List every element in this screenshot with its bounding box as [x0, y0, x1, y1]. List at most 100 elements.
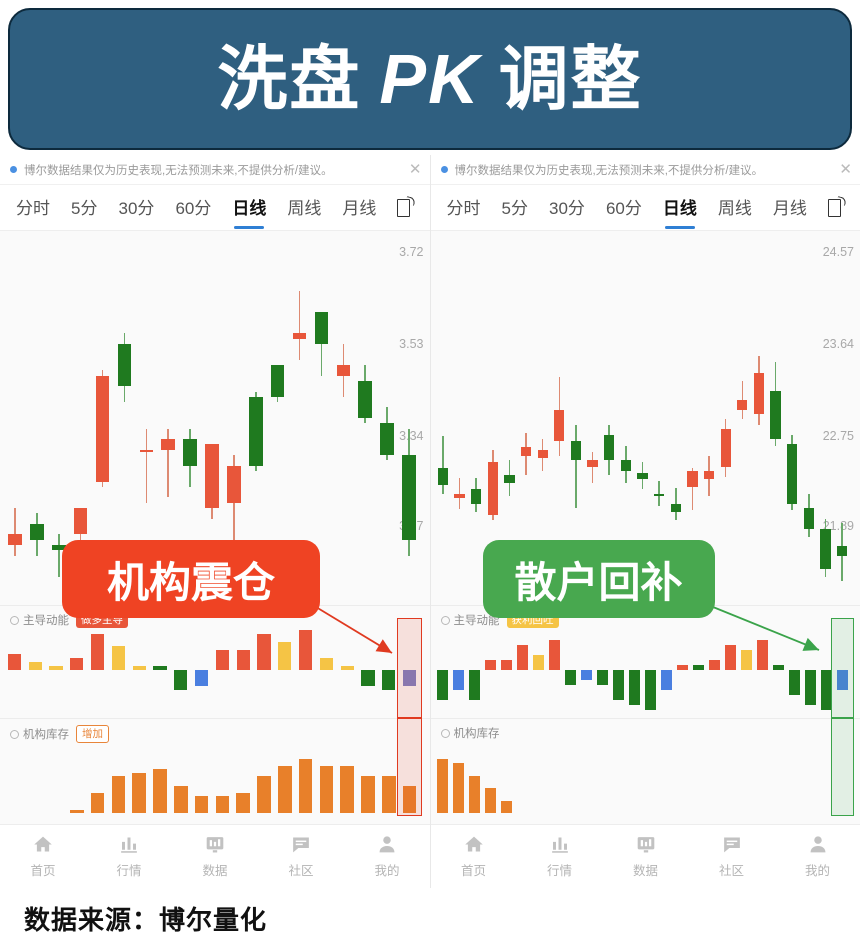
candle-body: [314, 312, 329, 344]
inventory-bar: [153, 769, 167, 813]
momentum-bar: [805, 670, 816, 705]
inventory-bar: [111, 775, 126, 813]
last-column-highlight: [831, 718, 854, 816]
candle-wick: [320, 312, 323, 376]
nav-label-data: 数据: [632, 864, 658, 878]
candle-body: [205, 444, 219, 508]
tab-daily[interactable]: 日线: [663, 194, 697, 222]
inventory-label: 机构库存: [453, 728, 500, 740]
momentum-bar: [485, 660, 496, 670]
bottom-nav-right: 首页 行情 数据 社区 我的: [430, 824, 860, 888]
candle-body: [570, 441, 582, 461]
momentum-bar: [517, 645, 528, 670]
candle-body: [183, 439, 197, 466]
price-axis-label: 23.64: [822, 337, 854, 351]
inventory-bar: [319, 765, 334, 813]
momentum-bar: [661, 670, 672, 690]
notice-dot-icon: [440, 166, 448, 173]
nav-item-data[interactable]: 数据: [172, 834, 258, 879]
candle-body: [336, 365, 351, 376]
nav-item-home[interactable]: 首页: [431, 834, 517, 879]
momentum-bar: [70, 658, 84, 670]
candle-body: [620, 460, 631, 471]
gear-icon[interactable]: [10, 729, 19, 739]
nav-item-quotes[interactable]: 行情: [517, 834, 603, 879]
tab-5min[interactable]: 5分: [501, 198, 528, 218]
inventory-indicator-right[interactable]: 机构库存: [430, 718, 860, 819]
fullscreen-icon[interactable]: [397, 197, 415, 219]
inventory-indicator-left[interactable]: 机构库存 增加: [0, 718, 430, 819]
tab-weekly[interactable]: 周线: [287, 198, 322, 218]
tab-30min[interactable]: 30分: [549, 198, 585, 218]
candle-body: [537, 449, 548, 459]
person-icon: [807, 834, 829, 855]
tab-weekly[interactable]: 周线: [717, 198, 752, 218]
momentum-label: 主导动能: [453, 615, 500, 628]
momentum-bar: [257, 634, 271, 670]
candle-body: [720, 428, 731, 467]
close-icon[interactable]: ✕: [839, 161, 852, 178]
monitor-chart-icon: [204, 834, 226, 855]
disclaimer-bar-left: 博尔数据结果仅为历史表现,无法预测未来,不提供分析/建议。 ✕: [0, 155, 430, 185]
momentum-indicator-left[interactable]: 主导动能 做多主导: [0, 605, 430, 718]
nav-item-community[interactable]: 社区: [258, 834, 344, 879]
candle-body: [161, 439, 175, 450]
candle-wick: [167, 428, 169, 498]
momentum-bar: [28, 662, 42, 670]
nav-item-home[interactable]: 首页: [0, 834, 86, 879]
candle-body: [803, 508, 815, 530]
nav-item-mine[interactable]: 我的: [775, 834, 860, 879]
candle-body: [95, 375, 110, 482]
tab-monthly[interactable]: 月线: [342, 198, 377, 218]
nav-label-quotes: 行情: [116, 864, 142, 878]
banner-pk-word: PK: [379, 40, 481, 118]
inventory-bar: [236, 792, 251, 813]
comparison-panels: 博尔数据结果仅为历史表现,无法预测未来,不提供分析/建议。 ✕ 分时 5分 30…: [0, 155, 860, 888]
momentum-indicator-right[interactable]: 主导动能 获利回吐: [430, 605, 860, 718]
nav-item-mine[interactable]: 我的: [344, 834, 430, 879]
momentum-bar: [725, 645, 736, 670]
tab-monthly[interactable]: 月线: [772, 198, 807, 218]
candle-body: [402, 455, 416, 540]
inventory-bar: [361, 775, 375, 813]
tab-fenshi[interactable]: 分时: [16, 198, 50, 218]
candle-wick: [691, 467, 694, 511]
right-phone-panel: 博尔数据结果仅为历史表现,无法预测未来,不提供分析/建议。 ✕ 分时 5分 30…: [430, 155, 860, 888]
tab-30min[interactable]: 30分: [118, 198, 155, 218]
gear-icon[interactable]: [10, 615, 19, 625]
gear-icon[interactable]: [440, 728, 450, 738]
tab-60min[interactable]: 60分: [175, 198, 212, 218]
inventory-badge: 增加: [76, 725, 109, 744]
tab-daily[interactable]: 日线: [232, 194, 266, 222]
inventory-bar: [132, 772, 147, 813]
nav-item-data[interactable]: 数据: [603, 834, 689, 879]
momentum-bar: [215, 650, 230, 670]
momentum-bar: [153, 666, 167, 670]
title-banner: 洗盘 PK 调整: [8, 8, 852, 150]
inventory-bar: [277, 765, 292, 813]
nav-label-mine: 我的: [804, 864, 830, 878]
nav-label-community: 社区: [718, 864, 744, 878]
momentum-bar: [278, 642, 292, 670]
source-text: 数据来源：博尔量化: [24, 904, 268, 935]
callout-right-text: 散户回补: [514, 558, 683, 606]
tab-5min[interactable]: 5分: [71, 198, 98, 218]
fullscreen-icon[interactable]: [827, 197, 846, 219]
period-tabs-right: 分时 5分 30分 60分 日线 周线 月线: [430, 185, 860, 231]
candle-body: [787, 443, 798, 505]
candle-body: [520, 446, 532, 457]
source-footer: 数据来源：博尔量化: [0, 888, 860, 948]
gear-icon[interactable]: [440, 615, 450, 625]
bottom-nav-left: 首页 行情 数据 社区 我的: [0, 824, 430, 888]
candle-body: [487, 462, 498, 515]
candle-body: [837, 545, 848, 557]
nav-item-quotes[interactable]: 行情: [86, 834, 172, 879]
tab-fenshi[interactable]: 分时: [446, 198, 481, 218]
tab-60min[interactable]: 60分: [605, 198, 642, 218]
momentum-bar: [132, 666, 146, 670]
close-icon[interactable]: ✕: [408, 161, 422, 178]
price-axis-label: 22.75: [822, 429, 854, 443]
banner-title: 洗盘 PK 调整: [217, 44, 642, 114]
nav-item-community[interactable]: 社区: [689, 834, 775, 879]
candle-body: [587, 460, 598, 467]
